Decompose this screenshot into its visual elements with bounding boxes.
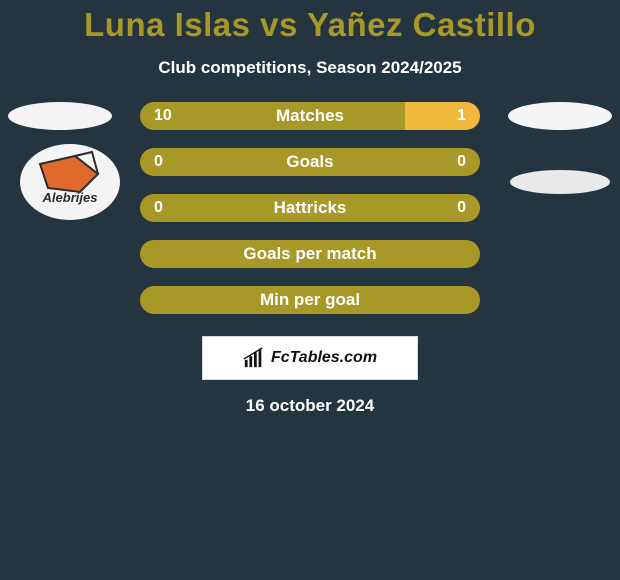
content: Luna Islas vs Yañez Castillo Club compet… xyxy=(0,0,620,416)
page-title: Luna Islas vs Yañez Castillo xyxy=(0,6,620,44)
stat-bar-left: 0 xyxy=(140,148,310,176)
stat-bar-left: 10 xyxy=(140,102,405,130)
stat-row-hattricks: 0 0 Hattricks xyxy=(0,194,620,222)
stat-bar-left: 0 xyxy=(140,194,310,222)
player-left-logo xyxy=(8,102,112,130)
stat-row-mpg: Min per goal xyxy=(0,286,620,314)
comparison-card: Luna Islas vs Yañez Castillo Club compet… xyxy=(0,0,620,580)
stat-value-right: 1 xyxy=(443,107,480,125)
stat-label: Goals per match xyxy=(243,240,376,268)
brand-text: FcTables.com xyxy=(271,349,377,367)
stat-bar-right: 0 xyxy=(310,148,480,176)
stat-bar-mpg: Min per goal xyxy=(140,286,480,314)
stat-bar-goals: 0 0 Goals xyxy=(140,148,480,176)
club-right-logo xyxy=(510,170,610,194)
stat-bar-right: 1 xyxy=(405,102,480,130)
stat-value-left: 10 xyxy=(140,107,186,125)
stat-bar-matches: 10 1 Matches xyxy=(140,102,480,130)
stat-label: Min per goal xyxy=(260,286,360,314)
stat-row-gpm: Goals per match xyxy=(0,240,620,268)
stat-bar-gpm: Goals per match xyxy=(140,240,480,268)
stat-row-matches: 10 1 Matches xyxy=(0,102,620,130)
subtitle: Club competitions, Season 2024/2025 xyxy=(0,58,620,78)
bar-chart-rising-icon xyxy=(243,347,265,369)
player-right-logo xyxy=(508,102,612,130)
date-label: 16 october 2024 xyxy=(0,396,620,416)
stat-value-left: 0 xyxy=(140,199,177,217)
brand-box[interactable]: FcTables.com xyxy=(202,336,418,380)
stat-bar-right: 0 xyxy=(310,194,480,222)
stat-bar-hattricks: 0 0 Hattricks xyxy=(140,194,480,222)
stat-value-left: 0 xyxy=(140,153,177,171)
stat-value-right: 0 xyxy=(443,199,480,217)
stat-row-goals: Alebrijes 0 0 Goals xyxy=(0,148,620,176)
stat-value-right: 0 xyxy=(443,153,480,171)
stat-rows: 10 1 Matches Alebrijes 0 xyxy=(0,102,620,314)
